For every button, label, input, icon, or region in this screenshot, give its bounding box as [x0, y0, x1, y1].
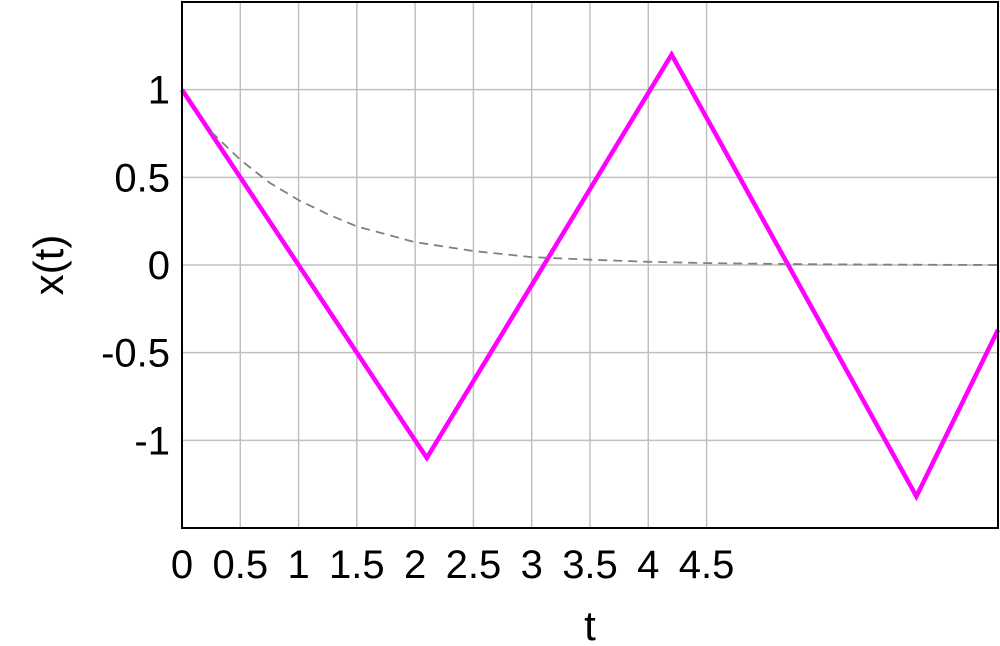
x-tick-label: 3: [521, 543, 543, 587]
x-tick-label: 0.5: [212, 543, 268, 587]
x-tick-labels: 0 0.5 1 1.5 2 2.5 3 3.5 4 4.5: [171, 543, 735, 587]
plot-frame: [181, 1, 999, 529]
x-tick-label: 2: [404, 543, 426, 587]
plot-series: [180, 50, 1000, 502]
y-axis-label: x(t): [25, 235, 72, 296]
x-tick-label: 2.5: [446, 543, 502, 587]
x-tick-label: 0: [171, 543, 193, 587]
y-tick-label: 0.5: [114, 156, 170, 200]
y-tick-label: -1: [134, 419, 170, 463]
x-tick-label: 1.5: [329, 543, 385, 587]
x-tick-label: 4: [637, 543, 659, 587]
x-tick-label: 1: [287, 543, 309, 587]
x-tick-label: 3.5: [562, 543, 618, 587]
y-tick-label: 1: [148, 69, 170, 113]
y-tick-label: -0.5: [101, 332, 170, 376]
y-tick-label: 0: [148, 244, 170, 288]
y-tick-labels: 1 0.5 0 -0.5 -1: [101, 69, 170, 464]
series-line-2: [210, 131, 999, 266]
x-axis-label: t: [584, 602, 596, 646]
series-line-1: [180, 50, 1000, 502]
x-tick-label: 4.5: [679, 543, 735, 587]
